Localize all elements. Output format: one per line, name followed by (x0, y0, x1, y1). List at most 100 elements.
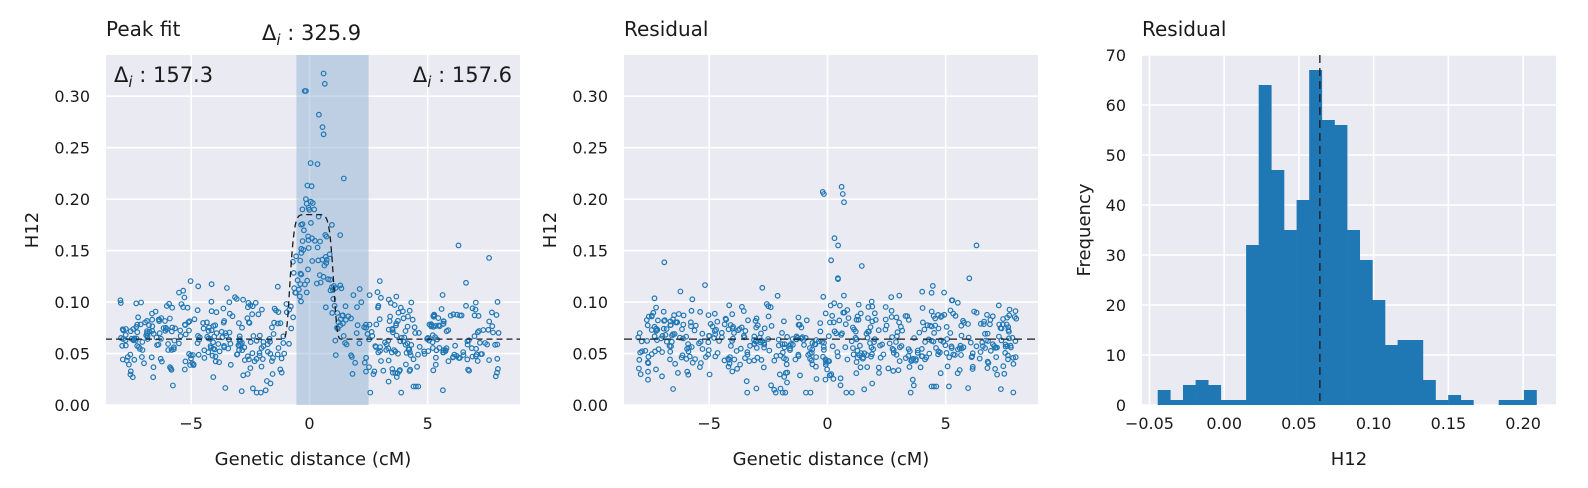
data-point (271, 319, 278, 326)
data-point (822, 356, 829, 363)
data-point (759, 284, 766, 291)
data-point (125, 361, 132, 368)
data-point (259, 306, 265, 313)
data-point (721, 321, 728, 328)
data-point (421, 348, 428, 355)
data-point (883, 322, 890, 329)
data-point (340, 333, 347, 339)
data-point (949, 297, 956, 304)
data-point (495, 330, 502, 336)
data-point (971, 308, 977, 315)
data-point (294, 277, 301, 284)
data-point (494, 355, 501, 362)
data-point (320, 131, 327, 138)
data-point (905, 317, 912, 323)
data-point (363, 368, 369, 375)
data-point (733, 348, 740, 354)
data-point (686, 344, 692, 351)
data-point (342, 303, 349, 310)
data-point (705, 339, 712, 346)
data-point (235, 320, 242, 327)
data-point (253, 389, 260, 396)
data-point (909, 376, 916, 383)
data-point (855, 301, 862, 308)
data-point (135, 314, 142, 321)
data-point (150, 374, 157, 381)
x-tick-label: −5 (179, 414, 203, 433)
data-point (339, 312, 346, 319)
data-point (745, 317, 751, 324)
data-point (779, 330, 785, 336)
data-point (350, 292, 357, 299)
data-point (830, 376, 837, 382)
data-point (223, 285, 230, 291)
data-point (863, 352, 870, 358)
histogram-bar (1258, 85, 1272, 405)
data-point (245, 356, 252, 363)
data-point (330, 296, 337, 302)
residual-scatter-y-ticks: 0.00 0.05 0.10 0.15 0.20 0.25 0.30 (572, 87, 608, 415)
data-point (187, 278, 194, 285)
data-point (642, 347, 649, 354)
data-point (127, 368, 134, 375)
data-point (403, 361, 409, 368)
data-point (378, 358, 384, 364)
data-point (303, 88, 309, 94)
data-point (857, 342, 863, 349)
data-point (155, 316, 162, 323)
data-point (297, 270, 304, 277)
data-point (916, 329, 923, 336)
data-point (167, 365, 174, 372)
data-point (479, 351, 485, 357)
data-point (868, 298, 875, 305)
data-point (480, 327, 487, 333)
data-point (958, 352, 964, 358)
data-point (466, 367, 473, 374)
data-point (983, 337, 989, 344)
data-point (222, 385, 229, 391)
data-point (767, 304, 774, 311)
x-tick-label: 0.15 (1431, 414, 1467, 433)
data-point (450, 311, 457, 318)
data-point (432, 361, 439, 368)
data-point (158, 358, 165, 365)
histogram-bar (1422, 380, 1436, 405)
data-point (824, 366, 830, 373)
data-point (1006, 335, 1012, 342)
data-point (711, 328, 718, 334)
data-point (711, 310, 718, 317)
data-point (661, 259, 668, 266)
y-tick-label: 10 (1106, 346, 1126, 365)
data-point (820, 293, 827, 300)
data-point (660, 308, 667, 315)
data-point (195, 351, 202, 358)
data-point (877, 342, 883, 349)
data-point (325, 276, 332, 283)
residual-scatter-x-ticks: −5 0 5 (697, 414, 950, 433)
data-point (958, 345, 965, 352)
data-point (410, 356, 417, 363)
data-point (931, 383, 937, 390)
data-point (705, 312, 712, 319)
data-point (469, 353, 476, 360)
data-point (286, 306, 293, 313)
data-point (667, 348, 674, 355)
data-point (190, 361, 197, 368)
data-point (876, 370, 882, 376)
data-point (264, 378, 270, 384)
data-point (363, 324, 370, 331)
data-point (377, 344, 384, 351)
data-point (415, 351, 421, 358)
data-point (305, 245, 312, 251)
data-point (911, 335, 917, 341)
x-tick-label: 0.00 (1206, 414, 1242, 433)
data-point (697, 364, 703, 371)
data-point (256, 332, 263, 339)
data-point (952, 313, 959, 319)
data-point (727, 322, 734, 328)
data-point (316, 272, 323, 279)
data-point (654, 337, 660, 344)
data-point (663, 326, 670, 332)
data-point (236, 347, 243, 354)
